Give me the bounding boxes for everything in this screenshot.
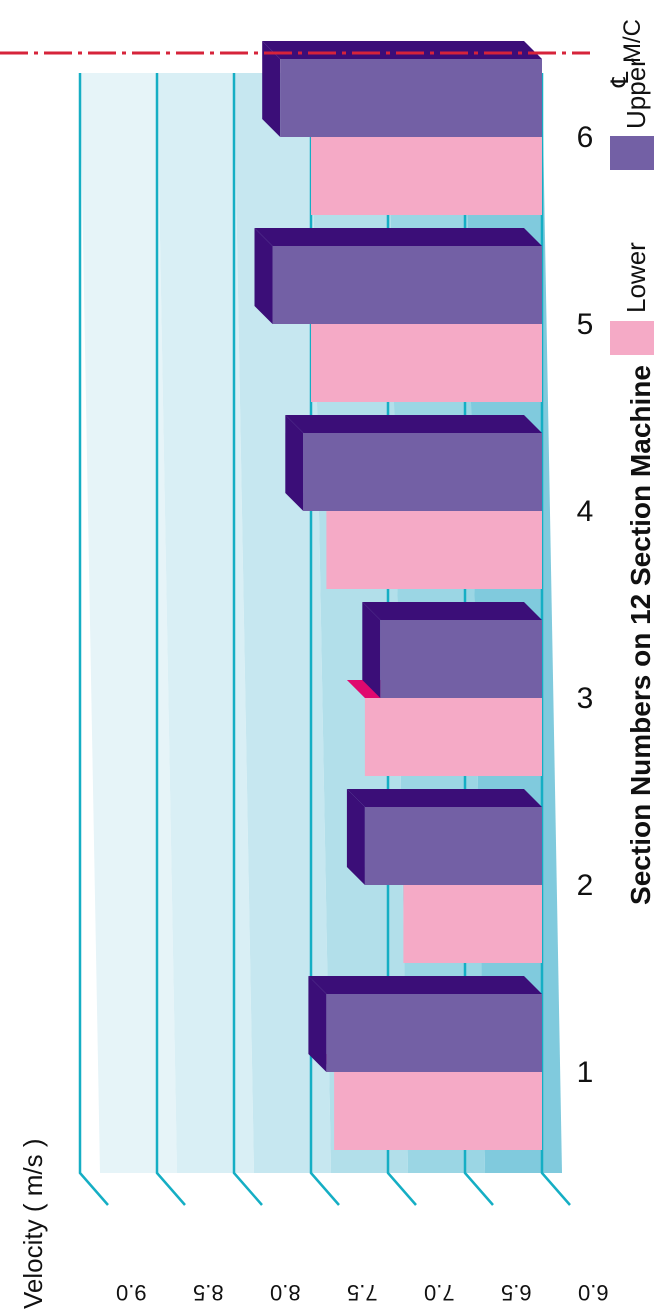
bar-upper-side	[346, 789, 542, 807]
legend-swatch-lower	[610, 321, 654, 355]
bar-upper-side	[285, 415, 542, 433]
centerline-text: M/C	[619, 19, 646, 63]
bar-upper-side	[262, 41, 542, 59]
y-tick-label: 6.5	[501, 1280, 532, 1305]
bars	[254, 41, 542, 1150]
gridline	[232, 73, 263, 1206]
gridline	[78, 73, 109, 1206]
gridline	[155, 73, 186, 1206]
legend-swatch-upper	[610, 136, 654, 170]
background-band	[157, 73, 254, 1173]
x-tick-label: 4	[577, 495, 594, 528]
category-labels: 1 2 3 4 5 6	[577, 121, 594, 1089]
bar-upper-side	[254, 228, 542, 246]
bar-lower	[311, 324, 542, 402]
bar-lower	[364, 698, 542, 776]
x-tick-label: 2	[577, 869, 594, 902]
bar-upper-top	[308, 976, 327, 1072]
legend: Lower Upper	[610, 58, 654, 355]
bar-upper-top	[285, 415, 304, 511]
background-band	[234, 73, 331, 1173]
bar-upper-top	[254, 228, 273, 324]
background-band	[80, 73, 177, 1173]
y-tick-label: 6.0	[578, 1280, 609, 1305]
bar-upper	[326, 994, 542, 1072]
bar-upper-side	[308, 976, 542, 994]
x-tick-label: 5	[577, 308, 594, 341]
bar-upper	[272, 246, 542, 324]
x-axis-title: Section Numbers on 12 Section Machine	[625, 365, 656, 905]
x-tick-label: 3	[577, 682, 594, 715]
bar-lower	[326, 511, 542, 589]
bar-upper	[380, 620, 542, 698]
legend-label-lower: Lower	[621, 242, 651, 313]
x-tick-label: 1	[577, 1056, 594, 1089]
bar-upper-top	[262, 41, 281, 137]
legend-label-upper: Upper	[621, 58, 651, 129]
y-tick-label: 8.0	[270, 1280, 301, 1305]
bar-upper	[303, 433, 542, 511]
y-axis-title: Velocity ( m/s )	[18, 1139, 48, 1309]
bar-lower	[403, 885, 542, 963]
bar-upper	[364, 807, 542, 885]
x-tick-label: 6	[577, 121, 594, 154]
y-tick-label: 8.5	[193, 1280, 224, 1305]
bar-upper-side	[362, 602, 542, 620]
bar-upper	[280, 59, 542, 137]
bar-lower	[311, 137, 542, 215]
centerline-symbol: ℄	[607, 71, 634, 88]
y-axis-ticks: 6.0 6.5 7.0 7.5 8.0 8.5 9.0	[116, 1280, 609, 1305]
bar-upper-top	[346, 789, 365, 885]
y-tick-label: 7.0	[424, 1280, 455, 1305]
y-tick-label: 9.0	[116, 1280, 147, 1305]
bar-lower	[334, 1072, 542, 1150]
bar-upper-top	[362, 602, 381, 698]
y-tick-label: 7.5	[347, 1280, 378, 1305]
centerline-label: ℄ M/C	[607, 19, 646, 88]
